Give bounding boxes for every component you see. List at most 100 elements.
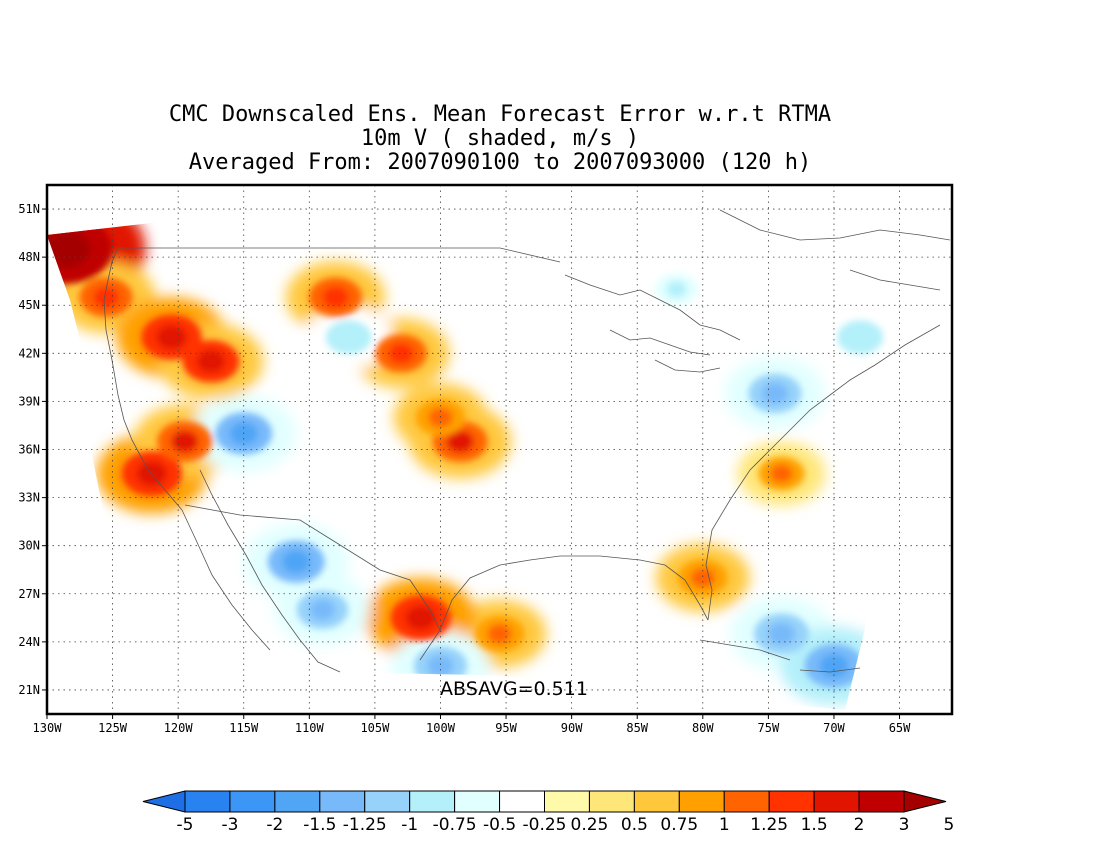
lon-tick-label: 65W xyxy=(889,721,911,735)
lat-tick-label: 48N xyxy=(18,250,40,264)
colorbar-swatch xyxy=(588,790,635,813)
colorbar-max-triangle xyxy=(903,790,947,813)
lat-tick-label: 39N xyxy=(18,394,40,408)
coastline xyxy=(184,504,441,631)
field-core xyxy=(767,622,795,645)
colorbar-swatch xyxy=(499,790,545,813)
lon-tick-label: 100W xyxy=(426,721,456,735)
field-core xyxy=(337,328,360,347)
colorbar xyxy=(142,790,947,813)
lon-tick-label: 70W xyxy=(823,721,845,735)
coastline xyxy=(705,324,941,621)
lat-tick-labels: 51N 48N 45N 42N 39N 36N 33N 30N 27N 24N 21N xyxy=(18,202,47,697)
field-core xyxy=(322,286,349,308)
title-line-1: CMC Downscaled Ens. Mean Forecast Error … xyxy=(168,102,832,127)
lon-tick-label: 115W xyxy=(229,721,259,735)
lon-tick-label: 75W xyxy=(758,721,780,735)
coastline xyxy=(719,209,951,241)
colorbar-swatch xyxy=(633,790,680,813)
field-core xyxy=(156,325,187,350)
colorbar-labels: -5 -3 -2 -1.5 -1.25 -1 -0.75 -0.5 -0.25 0.25 0.5 0.… xyxy=(177,815,955,835)
field-core xyxy=(446,430,474,453)
lon-tick-label: 105W xyxy=(360,721,390,735)
lon-tick-labels: 130W 125W 120W 115W 110W 105W 100W 95W 90W 85W 80W… xyxy=(33,714,911,735)
colorbar-swatch xyxy=(858,790,905,813)
colorbar-label: -1.5 xyxy=(303,815,336,835)
field-core xyxy=(770,464,793,483)
lat-tick-label: 30N xyxy=(18,539,40,553)
title-line-2: 10m V ( shaded, m/s ) xyxy=(360,126,640,151)
field-core xyxy=(487,624,512,644)
lat-tick-label: 51N xyxy=(18,202,40,216)
colorbar-label: 0.75 xyxy=(660,815,698,835)
coastline xyxy=(799,667,861,673)
coastline xyxy=(609,329,711,356)
colorbar-label: -2 xyxy=(266,815,283,835)
colorbar-swatch xyxy=(184,790,231,813)
colorbar-label: -3 xyxy=(221,815,238,835)
colorbar-label: -5 xyxy=(177,815,194,835)
colorbar-label: 5 xyxy=(944,815,955,835)
field-core xyxy=(196,349,225,373)
coastline xyxy=(103,247,183,511)
colorbar-label: 0.5 xyxy=(621,815,648,835)
coastline xyxy=(118,247,561,263)
colorbar-swatch xyxy=(274,790,321,813)
colorbar-label: -0.5 xyxy=(483,815,516,835)
lat-tick-label: 45N xyxy=(18,298,40,312)
colorbar-label: 1.5 xyxy=(801,815,828,835)
lon-tick-label: 85W xyxy=(626,721,648,735)
colorbar-swatch xyxy=(678,790,725,813)
colorbar-swatch xyxy=(723,790,770,813)
colorbar-label: 3 xyxy=(899,815,910,835)
colorbar-swatch xyxy=(768,790,815,813)
coastline xyxy=(181,509,271,651)
coastline xyxy=(849,269,941,291)
colorbar-swatch xyxy=(544,790,590,813)
absavg-label: ABSAVG=0.511 xyxy=(440,678,588,700)
field-core xyxy=(666,280,687,298)
field-core xyxy=(849,328,872,347)
colorbar-label: 1.25 xyxy=(750,815,788,835)
field-core xyxy=(690,567,715,588)
field-core xyxy=(171,430,199,453)
field-core xyxy=(405,605,436,631)
colorbar-swatch xyxy=(364,790,411,813)
lat-tick-label: 21N xyxy=(18,683,40,697)
colorbar-label: -0.75 xyxy=(433,815,477,835)
colorbar-swatch xyxy=(319,790,366,813)
title-line-3: Averaged From: 2007090100 to 2007093000 … xyxy=(188,150,812,175)
coastlines xyxy=(103,209,951,673)
coastline xyxy=(564,274,741,341)
field-core xyxy=(282,550,311,574)
lon-tick-label: 95W xyxy=(495,721,517,735)
field-core xyxy=(761,382,788,404)
colorbar-label: -0.25 xyxy=(523,815,567,835)
colorbar-swatch xyxy=(409,790,456,813)
colorbar-swatch xyxy=(229,790,276,813)
coastline xyxy=(699,639,791,661)
lat-tick-label: 33N xyxy=(18,491,40,505)
coastline xyxy=(299,639,341,673)
field-core xyxy=(388,343,414,364)
lat-tick-label: 27N xyxy=(18,587,40,601)
lon-tick-label: 80W xyxy=(692,721,714,735)
coastline xyxy=(199,469,301,641)
colorbar-label: -1 xyxy=(401,815,418,835)
colorbar-label: -1.25 xyxy=(343,815,387,835)
lon-tick-label: 90W xyxy=(561,721,583,735)
colorbar-swatch xyxy=(813,790,860,813)
colorbar-label: 0.25 xyxy=(571,815,609,835)
coastline xyxy=(419,555,709,661)
field-core xyxy=(93,286,120,308)
lon-tick-label: 130W xyxy=(33,721,63,735)
field-core xyxy=(136,461,167,486)
field-core xyxy=(427,655,454,677)
graticule xyxy=(47,185,952,714)
lon-tick-label: 125W xyxy=(98,721,128,735)
colorbar-label: 2 xyxy=(854,815,865,835)
field-core xyxy=(819,654,849,678)
lat-tick-label: 24N xyxy=(18,635,40,649)
coastline xyxy=(654,359,721,373)
